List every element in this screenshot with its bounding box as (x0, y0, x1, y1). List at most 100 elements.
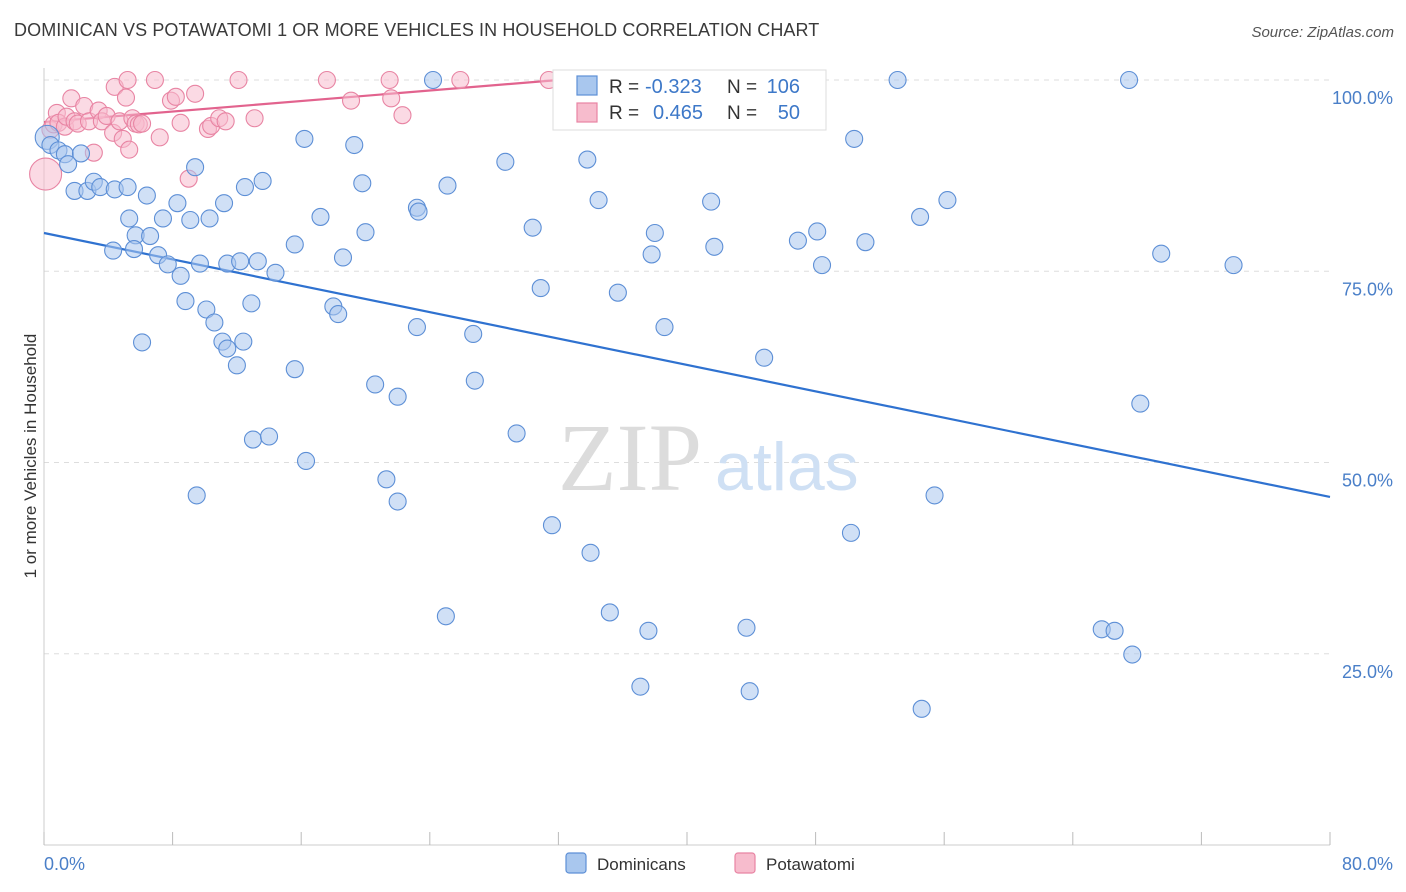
dominican-point (104, 241, 123, 260)
dominican-point (186, 158, 205, 177)
dominican-point (345, 135, 364, 155)
dominican-point (465, 371, 484, 390)
dominican-point (531, 279, 550, 298)
axes (43, 68, 1331, 846)
dominican-point (705, 237, 724, 256)
potawatomi-point (118, 70, 137, 90)
potawatomi-point (341, 91, 361, 110)
dominican-point (205, 313, 224, 332)
potawatomi-point (393, 106, 412, 125)
dominican-point (197, 300, 216, 319)
stats-box: R = -0.323 N = 106 R = 0.465 N = 50 (552, 69, 827, 131)
chart-title: DOMINICAN VS POTAWATOMI 1 OR MORE VEHICL… (14, 20, 820, 40)
dominican-point (600, 603, 619, 622)
dominican-point (788, 231, 807, 250)
dominican-point (218, 339, 237, 358)
dominican-point (1152, 244, 1171, 263)
dominican-point (608, 283, 627, 302)
potawatomi-point (186, 84, 205, 103)
dominican-point (153, 209, 173, 228)
y-tick-label: 75.0% (1342, 279, 1393, 299)
dominican-point (181, 210, 200, 230)
dominican-point (496, 152, 515, 171)
dominican-point (645, 223, 664, 243)
dominican-point (631, 677, 650, 696)
potawatomi-point (380, 70, 399, 90)
dominican-point (214, 194, 234, 213)
dominican-point (938, 191, 957, 210)
potawatomi-point (150, 128, 169, 147)
dominican-point (702, 192, 721, 211)
dominican-point (1105, 621, 1124, 640)
dominican-point (388, 492, 407, 511)
dominican-point (755, 348, 774, 367)
dominican-point (353, 174, 372, 193)
potawatomi-point (317, 70, 336, 90)
dominican-point (356, 223, 375, 242)
dominican-point (737, 618, 756, 637)
y-tick-label: 25.0% (1342, 662, 1393, 682)
dominican-point (808, 222, 827, 241)
potawatomi-point (166, 87, 185, 106)
dominican-point (925, 486, 944, 505)
y-axis-label: 1 or more Vehicles in Household (21, 334, 40, 579)
dominican-point (1131, 394, 1150, 413)
dominican-point (187, 486, 206, 505)
x-tick-label: 0.0% (44, 854, 85, 874)
dominican-point (423, 70, 443, 90)
dominican-point (311, 207, 330, 226)
dominican-point (377, 470, 396, 489)
dominican-point (841, 523, 861, 542)
dominican-point (407, 318, 426, 337)
dominican-points (34, 70, 1243, 718)
dominican-point (740, 682, 759, 701)
dominican-point (176, 292, 195, 311)
dominican-point (333, 248, 353, 267)
dominican-point (71, 144, 91, 163)
dominican-point (137, 186, 156, 205)
potawatomi-point (245, 109, 264, 128)
legend: Dominicans Potawatomi (565, 852, 855, 874)
stats-potawatomi-swatch (576, 102, 598, 123)
dominican-point (118, 178, 137, 197)
potawatomi-point (133, 114, 152, 133)
potawatomi-point (171, 113, 190, 132)
dominican-point (133, 333, 152, 352)
dominican-point (578, 150, 597, 169)
x-tick-label: 80.0% (1342, 854, 1393, 874)
chart-source: Source: ZipAtlas.com (1251, 24, 1394, 41)
dominican-point (542, 516, 562, 535)
potawatomi-point (451, 70, 470, 90)
dominican-point (227, 356, 246, 375)
dominican-point (581, 543, 600, 562)
stats-potawatomi-r: 0.465 (653, 102, 703, 124)
stats-potawatomi-n: 50 (778, 102, 800, 124)
dominican-point (234, 332, 253, 351)
watermark-atlas: atlas (715, 429, 859, 505)
potawatomi-point (145, 70, 164, 90)
legend-dominican-swatch (565, 852, 587, 874)
dominican-point (168, 194, 187, 213)
dominican-point (200, 209, 219, 228)
dominican-point (888, 70, 907, 90)
dominican-point (59, 155, 78, 174)
legend-dominican-label: Dominicans (597, 855, 686, 874)
dominican-point (464, 324, 483, 344)
dominican-point (436, 607, 455, 626)
dominican-point (285, 360, 304, 379)
watermark-zip: ZIP (558, 404, 702, 511)
legend-potawatomi-swatch (734, 852, 756, 874)
dominican-point (366, 375, 385, 394)
dominican-point (388, 387, 407, 406)
stats-dominican-swatch (576, 75, 598, 96)
dominican-point (141, 227, 160, 246)
dominican-point (285, 235, 304, 254)
dominican-point (253, 171, 272, 191)
ticks: 25.0% 50.0% 75.0% 100.0% 0.0% 80.0% (44, 88, 1393, 874)
dominican-point (1123, 645, 1142, 664)
dominican-point (243, 430, 263, 449)
dominican-point (655, 318, 674, 337)
dominican-point (171, 266, 190, 285)
dominican-point (912, 699, 931, 718)
grid-lines (44, 79, 1330, 655)
